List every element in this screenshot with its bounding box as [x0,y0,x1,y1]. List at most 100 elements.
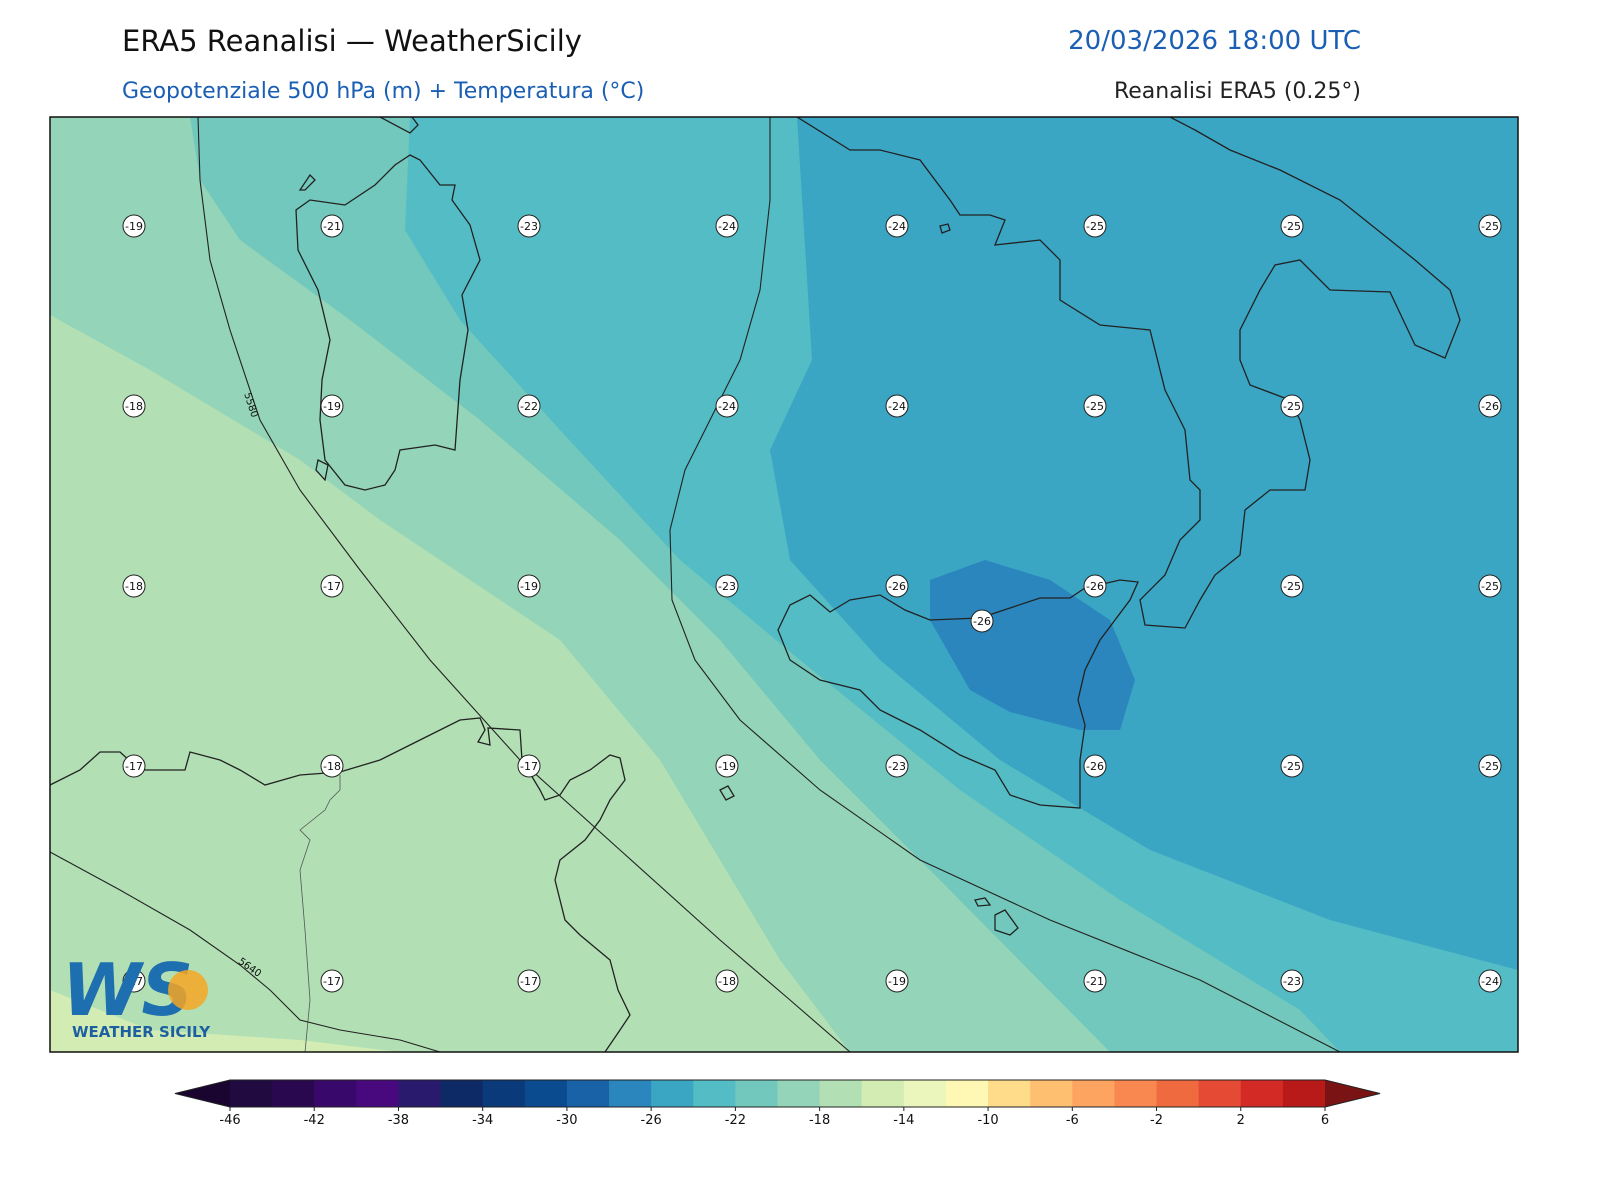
point-marker [715,214,739,238]
temperature-label: -24 [718,400,736,413]
temperature-label: -17 [323,580,341,593]
colorbar-tick-label: -22 [725,1113,746,1128]
colorbar-tick-label: -14 [893,1113,914,1128]
temperature-label: -25 [1481,760,1499,773]
point-marker [1280,969,1304,993]
point-marker [715,394,739,418]
logo-sun [168,970,208,1010]
temperature-label: -18 [323,760,341,773]
colorbar-segment [777,1080,821,1107]
colorbar-segment [1072,1080,1115,1107]
colorbar-segment [230,1080,273,1107]
temperature-label: -24 [888,220,906,233]
temperature-label: -23 [888,760,906,773]
temperature-label: -26 [1086,760,1104,773]
temperature-field [50,117,1518,1052]
temperature-label: -17 [323,975,341,988]
temperature-label: -25 [1283,760,1301,773]
colorbar-tick-label: 6 [1321,1113,1329,1128]
point-marker [320,394,344,418]
colorbar-tick-label: -42 [304,1113,325,1128]
colorbar-segment [482,1080,526,1107]
temperature-label: -25 [1086,400,1104,413]
temperature-label: -25 [1086,220,1104,233]
colorbar-segment [1240,1080,1284,1107]
colorbar-segment [1030,1080,1073,1107]
colorbar-segment [609,1080,652,1107]
point-marker [715,754,739,778]
temperature-label: -17 [520,975,538,988]
colorbar-tick-label: 2 [1237,1113,1245,1128]
point-marker [517,754,541,778]
point-marker [1083,969,1107,993]
temperature-label: -18 [125,400,143,413]
point-marker [517,394,541,418]
geopotential-contours [50,117,1341,1052]
point-marker [122,969,146,993]
point-marker [1478,214,1502,238]
colorbar-over [1325,1080,1380,1107]
temperature-label: -22 [520,400,538,413]
temperature-label: -24 [1481,975,1499,988]
point-marker [715,969,739,993]
temperature-label: -23 [520,220,538,233]
colorbar-segment [735,1080,778,1107]
colorbar-tick-label: -30 [556,1113,577,1128]
point-marker [1280,394,1304,418]
temperature-label: -18 [718,975,736,988]
point-marker [885,214,909,238]
point-marker [320,214,344,238]
colorbar-segment [1114,1080,1158,1107]
logo: WS WEATHER SICILY [62,948,211,1041]
colorbar-segment [566,1080,610,1107]
point-marker [1083,214,1107,238]
colorbar-segment [440,1080,484,1107]
point-marker [1083,574,1107,598]
subtitle: Geopotenziale 500 hPa (m) + Temperatura … [122,79,645,104]
point-marker [885,969,909,993]
point-marker [320,574,344,598]
colorbar-segment [314,1080,357,1107]
temperature-label: -24 [888,400,906,413]
point-marker [122,394,146,418]
colorbar-segment [356,1080,399,1107]
temperature-label: -24 [718,220,736,233]
temperature-label: -19 [520,580,538,593]
datetime: 20/03/2026 18:00 UTC [1068,26,1361,56]
temperature-label: -26 [1086,580,1104,593]
temperature-label: -17 [125,975,143,988]
point-marker [885,754,909,778]
point-marker [1280,574,1304,598]
colorbar: -46 -42 -38 -34 -30 -26 -22 -18 -14 -10 -6 -2 2 6 [174,1079,1381,1128]
point-marker [1478,754,1502,778]
colorbar-segment [1198,1080,1242,1107]
point-marker [1478,969,1502,993]
temperature-label: -21 [1086,975,1104,988]
colorbar-tick-label: -34 [472,1113,493,1128]
point-marker [1280,214,1304,238]
point-marker [517,214,541,238]
temperature-label: -19 [125,220,143,233]
point-marker [122,754,146,778]
point-marker [1280,754,1304,778]
point-marker [970,609,994,633]
point-marker [885,394,909,418]
colorbar-segment [1282,1080,1326,1107]
map-frame [49,116,1519,1053]
colorbar-tick-label: -38 [388,1113,409,1128]
temperature-label: -23 [718,580,736,593]
temperature-label: -18 [125,580,143,593]
point-marker [517,574,541,598]
title: ERA5 Reanalisi — WeatherSicily [122,24,582,58]
point-marker [122,214,146,238]
temperature-label: -25 [1283,400,1301,413]
temperature-label: -19 [888,975,906,988]
colorbar-segment [398,1080,442,1107]
temperature-label: -26 [1481,400,1499,413]
colorbar-segment [272,1080,315,1107]
temperature-label: -17 [520,760,538,773]
colorbar-tick-label: -18 [809,1113,830,1128]
temperature-label: -25 [1481,580,1499,593]
